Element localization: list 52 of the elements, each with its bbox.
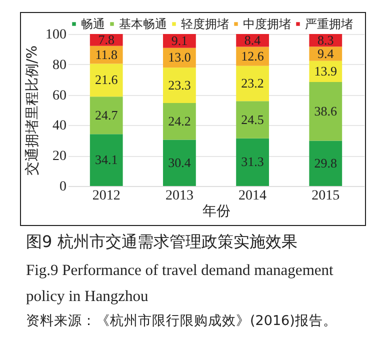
data-label: 13.0 [168, 50, 191, 65]
text: Fig.9 Performance of travel demand management policy in Hangzhou [26, 261, 334, 307]
text: 图9 杭州市交通需求管理政策实施效果 [26, 232, 298, 253]
data-label: 23.2 [241, 76, 264, 91]
bar [309, 82, 342, 141]
y-tick-label: 100 [46, 28, 66, 42]
legend-label: 基本畅通 [119, 17, 167, 31]
text: 资料来源：《杭州市限行限购成效》(2016)报告。 [26, 312, 337, 330]
bar [236, 138, 269, 186]
data-label: 13.9 [314, 63, 338, 78]
legend-label: 严重拥堵 [305, 17, 353, 31]
data-label: 12.6 [241, 48, 264, 64]
bar [163, 140, 196, 186]
data-label: 11.8 [95, 46, 118, 62]
x-axis-title: 年份 [202, 204, 230, 220]
data-label: 38.6 [314, 103, 338, 118]
y-tick-label: 20 [52, 149, 66, 164]
data-label: 24.5 [241, 112, 264, 127]
data-label: 8.4 [244, 32, 262, 48]
y-tick-label: 80 [52, 58, 66, 73]
data-label: 30.4 [168, 154, 192, 170]
x-tick-label: 2013 [165, 188, 194, 204]
bar [90, 134, 123, 186]
bar [163, 103, 196, 140]
bar [236, 66, 269, 102]
y-tick-label: 40 [52, 118, 66, 134]
bar [163, 68, 196, 104]
y-tick-label: 0 [60, 180, 66, 194]
data-label: 34.1 [94, 152, 118, 168]
x-tick-label: 2012 [92, 188, 120, 204]
data-label: 29.8 [314, 155, 338, 170]
legend-label: 畅通 [81, 17, 105, 31]
bar [236, 101, 269, 138]
data-label: 23.3 [168, 77, 191, 92]
data-label: 24.2 [168, 113, 191, 128]
y-tick-label: 60 [52, 88, 66, 104]
x-tick-label: 2015 [312, 188, 340, 204]
data-label: 21.6 [94, 72, 118, 88]
x-tick-label: 2014 [238, 188, 267, 204]
legend-label: 轻度拥堵 [181, 17, 229, 31]
legend-label: 中度拥堵 [243, 17, 291, 31]
bar [90, 64, 123, 97]
bar [163, 34, 196, 48]
data-label: 8.3 [318, 32, 334, 48]
bar [309, 140, 342, 186]
data-label: 7.8 [98, 32, 114, 47]
data-label: 24.7 [94, 107, 118, 122]
data-label: 9.4 [318, 46, 334, 61]
data-label: 9.1 [171, 32, 188, 48]
y-axis-title: 交通拥堵里程比例/% [24, 45, 40, 176]
data-label: 31.3 [241, 154, 264, 170]
bar [90, 96, 123, 134]
